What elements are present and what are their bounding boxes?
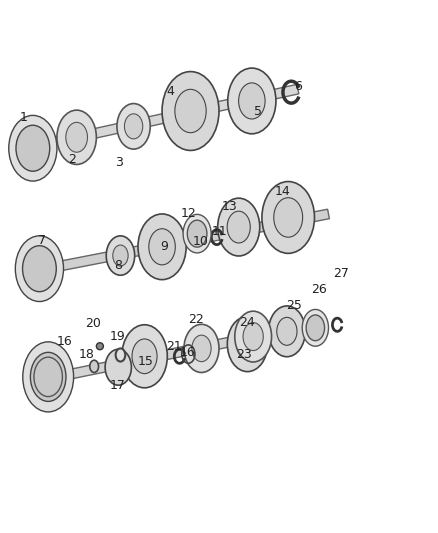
- Ellipse shape: [235, 311, 272, 362]
- Text: 5: 5: [254, 104, 262, 117]
- Ellipse shape: [239, 83, 265, 119]
- Circle shape: [96, 343, 103, 350]
- Text: 6: 6: [294, 80, 302, 93]
- Ellipse shape: [122, 325, 167, 388]
- Text: 7: 7: [38, 233, 46, 247]
- Ellipse shape: [66, 123, 88, 152]
- Ellipse shape: [277, 317, 297, 345]
- Ellipse shape: [228, 68, 276, 134]
- Text: 8: 8: [114, 259, 122, 272]
- Polygon shape: [56, 84, 299, 147]
- Text: 22: 22: [188, 313, 204, 326]
- Ellipse shape: [268, 306, 305, 357]
- Ellipse shape: [184, 324, 219, 373]
- Text: 9: 9: [160, 240, 168, 253]
- Text: 20: 20: [85, 317, 101, 330]
- Ellipse shape: [117, 103, 150, 149]
- Ellipse shape: [138, 214, 186, 280]
- Text: 1: 1: [20, 111, 28, 124]
- Ellipse shape: [274, 198, 303, 237]
- Text: 2: 2: [68, 152, 76, 166]
- Ellipse shape: [105, 349, 131, 385]
- Text: 24: 24: [240, 316, 255, 329]
- Text: 26: 26: [311, 283, 327, 296]
- Ellipse shape: [15, 236, 64, 302]
- Ellipse shape: [16, 125, 49, 171]
- Text: 14: 14: [275, 184, 290, 198]
- Text: 25: 25: [286, 298, 302, 312]
- Text: 19: 19: [110, 330, 125, 343]
- Ellipse shape: [187, 220, 207, 247]
- Ellipse shape: [306, 315, 325, 341]
- Ellipse shape: [192, 335, 211, 362]
- Ellipse shape: [113, 245, 128, 266]
- Ellipse shape: [132, 339, 157, 374]
- Text: 21: 21: [166, 340, 182, 353]
- Text: 3: 3: [115, 156, 123, 169]
- Ellipse shape: [116, 349, 125, 361]
- Text: 13: 13: [222, 199, 238, 213]
- Text: 16: 16: [57, 335, 72, 349]
- Ellipse shape: [243, 322, 263, 351]
- Ellipse shape: [9, 115, 57, 181]
- Text: 16: 16: [180, 346, 195, 359]
- Text: 23: 23: [237, 349, 252, 361]
- Text: 10: 10: [192, 235, 208, 248]
- Text: 12: 12: [180, 207, 196, 220]
- Ellipse shape: [218, 198, 260, 256]
- Polygon shape: [34, 209, 329, 276]
- Ellipse shape: [57, 110, 96, 165]
- Ellipse shape: [175, 90, 206, 133]
- Ellipse shape: [227, 317, 268, 372]
- Text: 4: 4: [166, 85, 174, 98]
- Ellipse shape: [23, 342, 74, 412]
- Ellipse shape: [227, 211, 250, 243]
- Ellipse shape: [183, 214, 211, 253]
- Polygon shape: [39, 325, 290, 385]
- Ellipse shape: [23, 246, 56, 292]
- Ellipse shape: [237, 329, 258, 359]
- Ellipse shape: [90, 360, 99, 373]
- Ellipse shape: [262, 182, 314, 253]
- Text: 11: 11: [212, 225, 228, 238]
- Text: 27: 27: [333, 266, 349, 280]
- Ellipse shape: [30, 352, 66, 401]
- Ellipse shape: [162, 71, 219, 150]
- Text: 18: 18: [79, 349, 95, 361]
- Ellipse shape: [149, 229, 175, 265]
- Ellipse shape: [193, 233, 205, 249]
- Text: 17: 17: [110, 379, 125, 392]
- Ellipse shape: [124, 114, 143, 139]
- Text: 15: 15: [138, 356, 153, 368]
- Ellipse shape: [302, 310, 328, 346]
- Ellipse shape: [106, 236, 135, 275]
